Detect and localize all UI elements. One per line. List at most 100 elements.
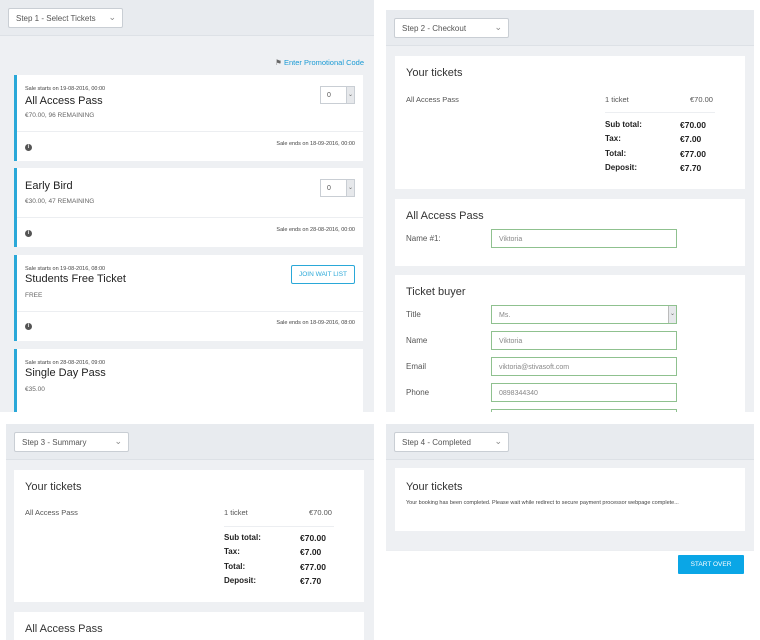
ticket-price: €30.00, 47 REMAINING (25, 198, 95, 205)
tax-label: Tax: (224, 547, 240, 556)
ticket-card: Sale starts on 28-08-2016, 09:00 Single … (14, 349, 363, 412)
attendee-name-value: Viktoria (499, 236, 523, 243)
quantity-value: 0 (327, 92, 331, 99)
email-value: viktoria@stivasoft.com (499, 364, 570, 371)
next-field[interactable] (491, 409, 677, 412)
sale-end-text: Sale ends on 28-08-2016, 00:00 (276, 227, 355, 233)
completed-message: Your booking has been completed. Please … (406, 500, 679, 506)
divider (17, 311, 363, 312)
ticket-card: Sale starts on 19-08-2016, 08:00 Student… (14, 255, 363, 341)
sale-start-text: Sale starts on 19-08-2016, 08:00 (25, 266, 106, 272)
ticket-price: FREE (25, 292, 43, 299)
line-item-qty: 1 ticket (224, 508, 248, 517)
ticket-name: All Access Pass (25, 95, 103, 107)
your-tickets-card: Your tickets All Access Pass 1 ticket €7… (395, 56, 745, 189)
step2-select-label: Step 2 - Checkout (402, 24, 467, 33)
ticket-card: Early Bird €30.00, 47 REMAINING 0 ⌄ i Sa… (14, 168, 363, 247)
info-icon[interactable]: i (25, 144, 32, 151)
ticket-price: €70.00, 96 REMAINING (25, 112, 95, 119)
step1-select-label: Step 1 - Select Tickets (16, 14, 96, 23)
attendee-name-label: Name #1: (406, 234, 441, 243)
subtotal-label: Sub total: (605, 120, 642, 129)
title-value: Ms. (499, 312, 511, 319)
attendee-card: All Access Pass Name #1: Viktoria (395, 199, 745, 266)
step4-header: Step 4 - Completed ⌄ (386, 424, 754, 460)
line-item-amount: €70.00 (690, 95, 713, 104)
chevron-down-icon: ⌄ (114, 436, 122, 446)
quantity-select[interactable]: 0 ⌄ (320, 179, 355, 197)
sale-start-text: Sale starts on 19-08-2016, 00:00 (25, 86, 106, 92)
sale-end-text: Sale ends on 18-09-2016, 00:00 (276, 141, 355, 147)
step2-panel: Step 2 - Checkout ⌄ Your tickets All Acc… (386, 10, 754, 412)
phone-field[interactable]: 0898344340 (491, 383, 677, 402)
subtotal-label: Sub total: (224, 533, 261, 542)
step3-select[interactable]: Step 3 - Summary ⌄ (14, 432, 129, 452)
ticket-price: €35.00 (25, 386, 45, 393)
title-select[interactable]: Ms. ⌄ (491, 305, 677, 324)
total-label: Total: (224, 562, 246, 571)
chevron-down-icon: ⌄ (346, 87, 354, 103)
step1-select[interactable]: Step 1 - Select Tickets ⌄ (8, 8, 123, 28)
attendee-title: All Access Pass (25, 623, 103, 635)
subtotal-value: €70.00 (680, 120, 706, 130)
sale-start-text: Sale starts on 28-08-2016, 09:00 (25, 360, 106, 366)
step1-header: Step 1 - Select Tickets ⌄ (0, 0, 374, 36)
line-item-qty: 1 ticket (605, 95, 629, 104)
attendee-title: All Access Pass (406, 210, 484, 222)
quantity-select[interactable]: 0 ⌄ (320, 86, 355, 104)
email-label: Email (406, 362, 427, 371)
chevron-down-icon: ⌄ (108, 12, 116, 22)
info-icon[interactable]: i (25, 323, 32, 330)
promo-code-link[interactable]: ⚑ Enter Promotional Code (275, 58, 364, 67)
name-field[interactable]: Viktoria (491, 331, 677, 350)
chevron-down-icon: ⌄ (668, 306, 676, 323)
ticket-buyer-title: Ticket buyer (406, 286, 466, 298)
divider (17, 217, 363, 218)
step3-select-label: Step 3 - Summary (22, 438, 87, 447)
deposit-label: Deposit: (605, 163, 637, 172)
divider (386, 550, 754, 551)
email-field[interactable]: viktoria@stivasoft.com (491, 357, 677, 376)
step4-select[interactable]: Step 4 - Completed ⌄ (394, 432, 509, 452)
total-value: €77.00 (300, 562, 326, 572)
total-label: Total: (605, 149, 627, 158)
ticket-name: Students Free Ticket (25, 273, 126, 285)
step1-panel: Step 1 - Select Tickets ⌄ ⚑ Enter Promot… (0, 0, 374, 412)
info-icon[interactable]: i (25, 230, 32, 237)
deposit-value: €7.70 (680, 163, 702, 173)
subtotal-value: €70.00 (300, 533, 326, 543)
title-label: Title (406, 310, 421, 319)
chevron-down-icon: ⌄ (494, 436, 502, 446)
step3-header: Step 3 - Summary ⌄ (6, 424, 374, 460)
step4-select-label: Step 4 - Completed (402, 438, 471, 447)
chevron-down-icon: ⌄ (346, 180, 354, 196)
attendee-name-field[interactable]: Viktoria (491, 229, 677, 248)
promo-code-label: Enter Promotional Code (283, 58, 364, 67)
ticket-name: Single Day Pass (25, 367, 106, 379)
completed-title: Your tickets (406, 481, 463, 493)
your-tickets-title: Your tickets (25, 481, 82, 493)
line-item-name: All Access Pass (25, 508, 78, 517)
sale-end-text: Sale ends on 18-09-2016, 08:00 (276, 320, 355, 326)
start-over-button[interactable]: START OVER (678, 555, 744, 574)
tax-value: €7.00 (300, 547, 322, 557)
ticket-card: Sale starts on 19-08-2016, 00:00 All Acc… (14, 75, 363, 161)
step2-select[interactable]: Step 2 - Checkout ⌄ (394, 18, 509, 38)
divider (17, 131, 363, 132)
phone-label: Phone (406, 388, 430, 397)
completed-area: Your tickets Your booking has been compl… (386, 460, 754, 550)
step2-header: Step 2 - Checkout ⌄ (386, 10, 754, 46)
name-value: Viktoria (499, 338, 523, 345)
divider (605, 112, 715, 113)
total-value: €77.00 (680, 149, 706, 159)
chevron-down-icon: ⌄ (494, 22, 502, 32)
tag-icon: ⚑ (275, 58, 282, 67)
your-tickets-title: Your tickets (406, 67, 463, 79)
line-item-amount: €70.00 (309, 508, 332, 517)
completed-card: Your tickets Your booking has been compl… (395, 468, 745, 531)
step3-panel: Step 3 - Summary ⌄ Your tickets All Acce… (6, 424, 374, 640)
step4-panel: Step 4 - Completed ⌄ Your tickets Your b… (386, 424, 754, 640)
tax-label: Tax: (605, 134, 621, 143)
join-wait-list-button[interactable]: JOIN WAIT LIST (291, 265, 355, 284)
deposit-value: €7.70 (300, 576, 322, 586)
